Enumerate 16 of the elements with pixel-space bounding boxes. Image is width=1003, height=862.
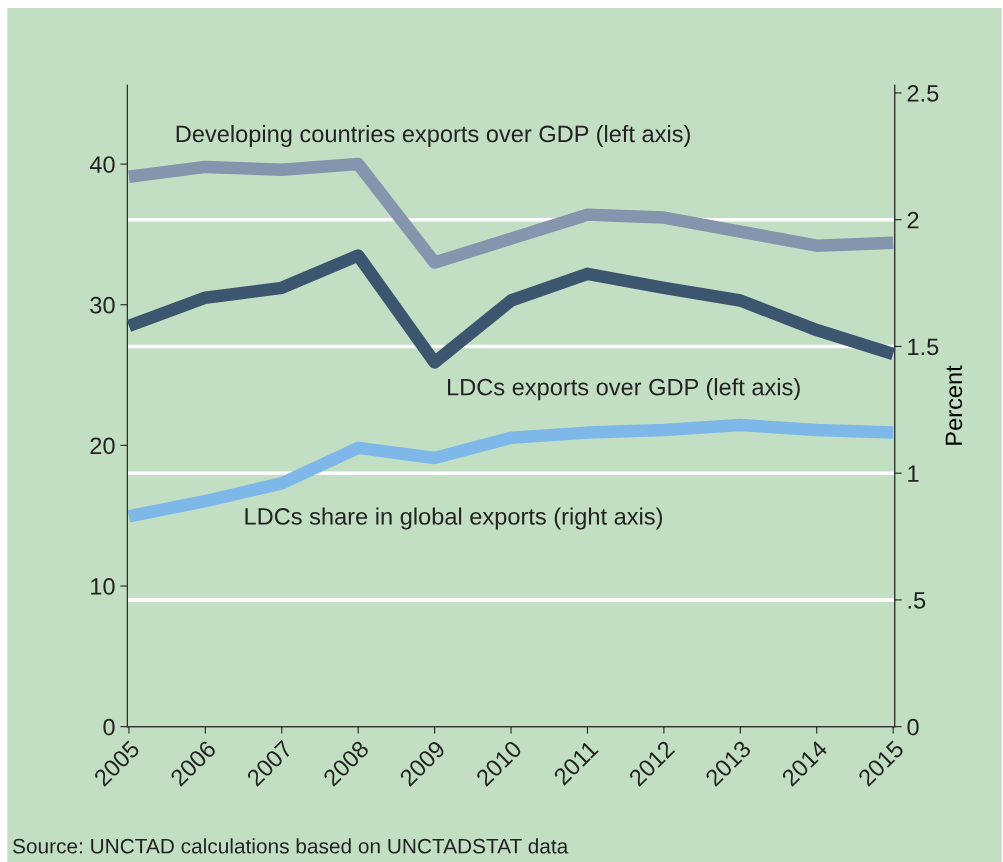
y2-tick-label: 2: [907, 211, 919, 229]
series-label: LDCs exports over GDP (left axis): [448, 378, 800, 401]
y2-tick-label: 0: [907, 718, 919, 736]
series-label: Developing countries exports over GDP (left axis): [176, 124, 690, 147]
y2-tick-label: 2.5: [907, 85, 939, 102]
series-label: LDCs share in global exports (right axis): [245, 507, 663, 530]
y2-tick-label: 1: [908, 465, 919, 482]
y-tick-label: 0: [103, 718, 115, 736]
y2-tick-label: 1.5: [908, 338, 939, 356]
y-tick-label: 10: [91, 578, 115, 595]
source-note: Source: UNCTAD calculations based on UNCTADSTAT data: [12, 838, 569, 854]
y2-tick-label: .5: [908, 592, 926, 609]
y2-axis-title: Percent: [945, 365, 963, 445]
y-tick-label: 40: [89, 156, 115, 173]
y-tick-label: 20: [90, 437, 115, 455]
y-tick-label: 30: [90, 296, 115, 314]
